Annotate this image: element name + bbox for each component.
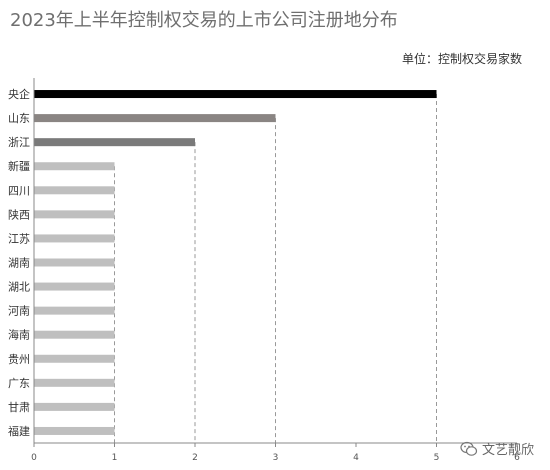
bar [34, 90, 437, 99]
category-label: 福建 [8, 424, 30, 438]
category-label: 湖北 [8, 281, 30, 294]
category-label: 新疆 [8, 159, 30, 173]
category-label: 海南 [8, 328, 30, 342]
bar [34, 234, 115, 243]
category-label: 广东 [8, 377, 30, 390]
category-label: 河南 [8, 305, 30, 318]
bar [34, 186, 115, 195]
bar [34, 426, 115, 435]
bar [34, 138, 195, 147]
wechat-icon [460, 441, 478, 456]
bar [34, 330, 115, 339]
bar [34, 378, 115, 387]
bar [34, 210, 115, 219]
category-label: 甘肃 [8, 401, 30, 414]
watermark-text: 文艺靓欣 [481, 443, 534, 458]
bar [34, 258, 115, 267]
bar [34, 354, 115, 363]
x-tick-label: 0 [31, 453, 37, 463]
chart-title: 2023年上半年控制权交易的上市公司注册地分布 [10, 10, 398, 31]
x-tick-label: 4 [353, 453, 359, 463]
watermark: 文艺靓欣 [460, 439, 534, 458]
x-tick-label: 5 [434, 453, 440, 463]
category-label: 陕西 [8, 207, 30, 221]
category-label: 四川 [8, 184, 30, 197]
unit-label: 单位：控制权交易家数 [401, 52, 522, 66]
bar [34, 162, 115, 171]
bar [34, 306, 115, 315]
bar [34, 114, 276, 123]
x-tick-label: 1 [112, 453, 118, 463]
category-label: 湖南 [8, 257, 30, 270]
category-label: 贵州 [8, 353, 30, 366]
bar [34, 402, 115, 411]
category-label: 央企 [8, 87, 30, 101]
category-label: 江苏 [8, 232, 30, 245]
x-tick-label: 6 [514, 453, 520, 463]
bar [34, 282, 115, 291]
x-tick-label: 2 [192, 453, 198, 463]
x-tick-label: 3 [273, 453, 279, 463]
category-label: 浙江 [8, 136, 30, 149]
category-label: 山东 [8, 112, 30, 125]
